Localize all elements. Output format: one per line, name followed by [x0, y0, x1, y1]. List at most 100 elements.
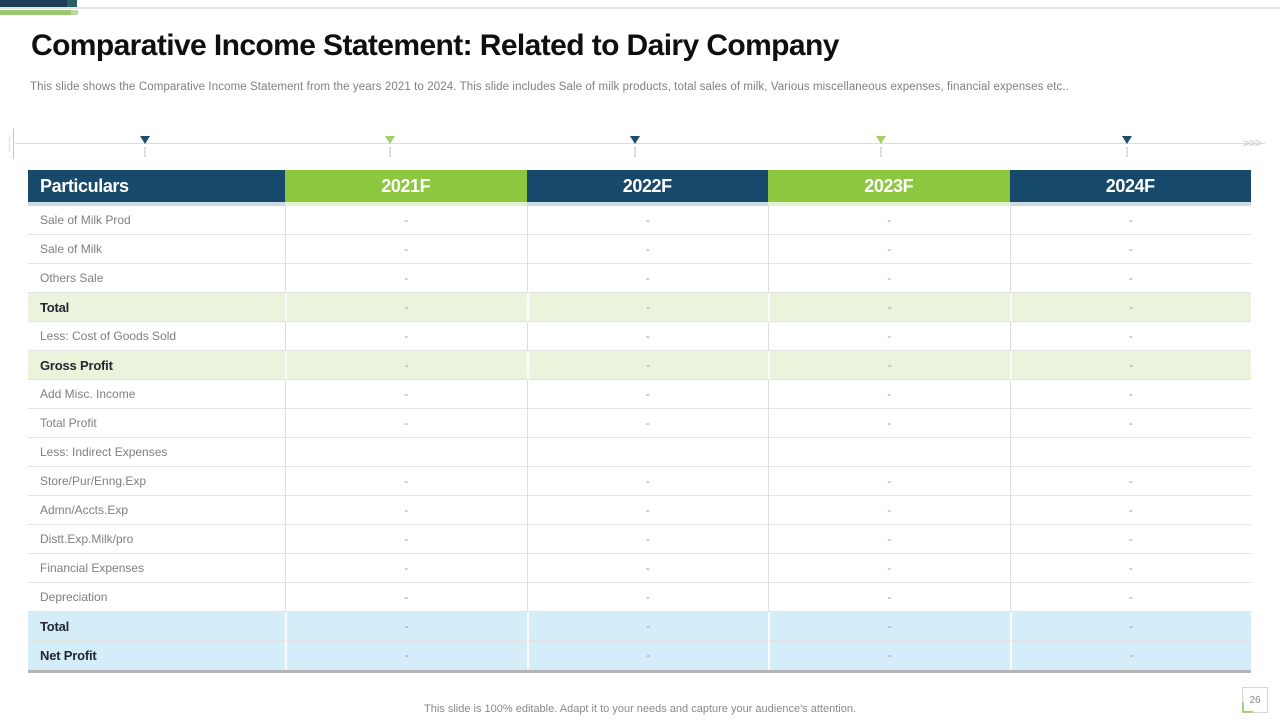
value-cell: - — [768, 351, 1010, 380]
page-subtitle: This slide shows the Comparative Income … — [30, 81, 1070, 93]
table-row: Add Misc. Income - - - - — [28, 380, 1251, 409]
timeline-marker-navy — [1122, 136, 1132, 144]
table-row: Admn/Accts.Exp - - - - — [28, 496, 1251, 525]
value-cell: - — [768, 641, 1010, 670]
timeline-marker-navy — [630, 136, 640, 144]
value-cell: - — [1009, 380, 1251, 409]
value-cell: - — [768, 235, 1010, 264]
table-row: Distt.Exp.Milk/pro - - - - — [28, 525, 1251, 554]
row-label: Gross Profit — [28, 351, 285, 380]
row-label: Net Profit — [28, 641, 285, 670]
value-cell: - — [526, 525, 768, 554]
value-cell: - — [768, 409, 1010, 438]
table-row: Sale of Milk Prod - - - - — [28, 206, 1251, 235]
value-cell: - — [768, 554, 1010, 583]
value-cell: - — [1009, 641, 1251, 670]
table-row: Less: Indirect Expenses — [28, 438, 1251, 467]
value-cell: - — [285, 496, 527, 525]
table-row: Net Profit - - - - — [28, 641, 1251, 670]
value-cell: - — [526, 641, 768, 670]
top-bar-green-tip — [71, 10, 78, 15]
value-cell: - — [526, 496, 768, 525]
value-cell: - — [1009, 322, 1251, 351]
timeline-marker-navy — [140, 136, 150, 144]
value-cell: - — [1009, 583, 1251, 612]
top-bar-green — [0, 10, 71, 15]
value-cell: - — [1009, 554, 1251, 583]
ruler-start-tick-tall — [13, 128, 14, 159]
badge-corner-accent — [1242, 711, 1253, 713]
row-label: Less: Cost of Goods Sold — [28, 322, 285, 351]
value-cell: - — [526, 554, 768, 583]
value-cell — [768, 438, 1010, 467]
value-cell: - — [768, 293, 1010, 322]
footer-note: This slide is 100% editable. Adapt it to… — [424, 703, 856, 715]
page-number-badge: 26 — [1242, 687, 1268, 713]
row-label: Sale of Milk — [28, 235, 285, 264]
value-cell: - — [526, 351, 768, 380]
column-header: Particulars — [28, 170, 285, 206]
value-cell: - — [1009, 206, 1251, 235]
table-row: Gross Profit - - - - — [28, 351, 1251, 380]
table-header-row: Particulars 2021F 2022F 2023F 2024F — [28, 170, 1251, 206]
value-cell: - — [285, 264, 527, 293]
row-label: Total — [28, 612, 285, 641]
value-cell: - — [768, 612, 1010, 641]
ruler-start-tick-short — [9, 135, 10, 152]
column-header: 2022F — [526, 170, 768, 206]
page-number: 26 — [1249, 694, 1261, 706]
table-row: Store/Pur/Enng.Exp - - - - — [28, 467, 1251, 496]
value-cell: - — [285, 380, 527, 409]
timeline-marker-tick — [389, 147, 391, 157]
value-cell — [1009, 438, 1251, 467]
value-cell: - — [285, 554, 527, 583]
row-label: Distt.Exp.Milk/pro — [28, 525, 285, 554]
value-cell: - — [768, 206, 1010, 235]
table-row: Total Profit - - - - — [28, 409, 1251, 438]
value-cell: - — [285, 293, 527, 322]
value-cell: - — [1009, 612, 1251, 641]
timeline-ruler: >>> — [0, 128, 1280, 164]
value-cell: - — [526, 235, 768, 264]
income-statement-table: Particulars 2021F 2022F 2023F 2024F Sale of … — [28, 170, 1251, 673]
value-cell: - — [285, 235, 527, 264]
row-label: Depreciation — [28, 583, 285, 612]
value-cell: - — [285, 206, 527, 235]
row-label: Total — [28, 293, 285, 322]
value-cell: - — [1009, 496, 1251, 525]
income-statement-table-wrap: Particulars 2021F 2022F 2023F 2024F Sale of … — [28, 170, 1251, 673]
row-label: Store/Pur/Enng.Exp — [28, 467, 285, 496]
value-cell: - — [526, 612, 768, 641]
value-cell: - — [768, 496, 1010, 525]
badge-corner-accent — [1242, 702, 1244, 713]
value-cell: - — [1009, 525, 1251, 554]
value-cell: - — [526, 583, 768, 612]
value-cell: - — [1009, 264, 1251, 293]
value-cell: - — [526, 409, 768, 438]
page-title: Comparative Income Statement: Related to… — [31, 29, 839, 62]
table-row: Less: Cost of Goods Sold - - - - — [28, 322, 1251, 351]
row-label: Others Sale — [28, 264, 285, 293]
value-cell: - — [1009, 467, 1251, 496]
value-cell: - — [526, 293, 768, 322]
value-cell: - — [285, 641, 527, 670]
value-cell: - — [285, 612, 527, 641]
value-cell: - — [1009, 293, 1251, 322]
value-cell: - — [285, 351, 527, 380]
table-row: Total - - - - — [28, 612, 1251, 641]
value-cell: - — [285, 583, 527, 612]
table-row: Others Sale - - - - — [28, 264, 1251, 293]
fast-forward-chevrons-icon: >>> — [1243, 136, 1262, 150]
value-cell: - — [285, 467, 527, 496]
value-cell: - — [1009, 409, 1251, 438]
timeline-marker-tick — [634, 147, 636, 157]
value-cell: - — [768, 467, 1010, 496]
table-row: Depreciation - - - - — [28, 583, 1251, 612]
row-label: Add Misc. Income — [28, 380, 285, 409]
value-cell: - — [526, 264, 768, 293]
timeline-marker-tick — [144, 147, 146, 157]
value-cell: - — [768, 264, 1010, 293]
row-label: Admn/Accts.Exp — [28, 496, 285, 525]
value-cell: - — [526, 380, 768, 409]
